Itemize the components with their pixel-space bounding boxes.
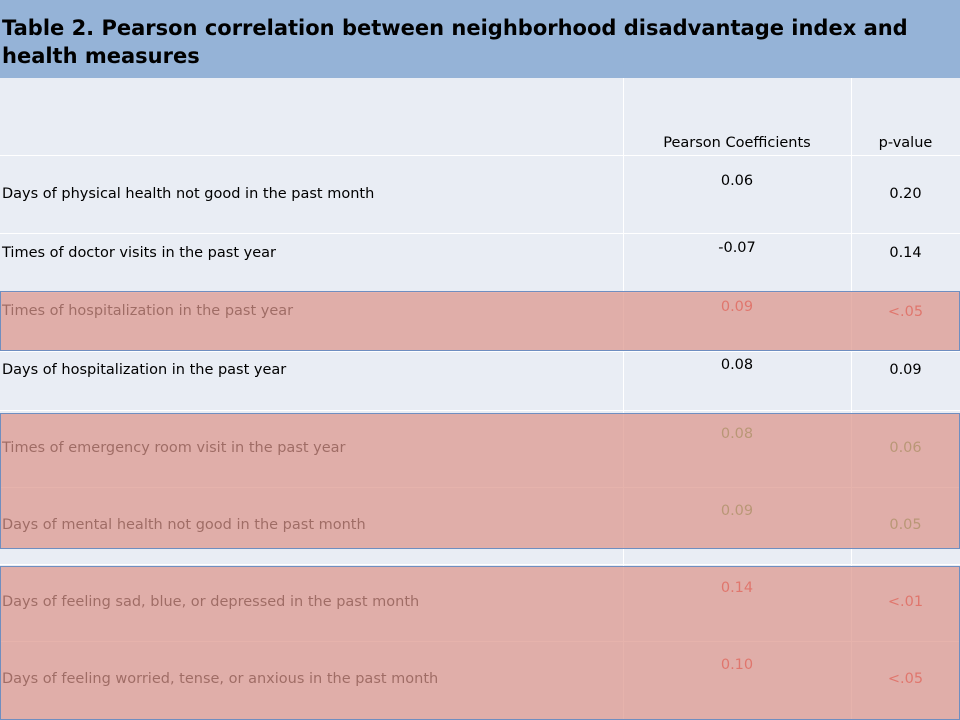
pvalue-cell: <.01 [887, 594, 924, 610]
measure-cell: Times of emergency room visit in the pas… [0, 411, 624, 487]
pvalue-cell: <.05 [887, 304, 924, 320]
table-row: Days of feeling worried, tense, or anxio… [0, 642, 960, 720]
pvalue-cell: 0.14 [889, 245, 922, 261]
coefficient-cell: 0.09 [623, 293, 852, 351]
coefficient-cell: -0.07 [623, 234, 852, 292]
measure-cell: Times of doctor visits in the past year [0, 234, 624, 292]
table-row: Times of emergency room visit in the pas… [0, 411, 960, 488]
table-row: Days of feeling sad, blue, or depressed … [0, 565, 960, 642]
measure-cell: Days of feeling worried, tense, or anxio… [0, 642, 624, 719]
table-row: Times of doctor visits in the past year … [0, 234, 960, 293]
header-cell-pearson: Pearson Coefficients [623, 78, 852, 155]
table-row: Days of mental health not good in the pa… [0, 488, 960, 565]
pvalue-cell: <.05 [887, 671, 924, 687]
pvalue-cell: 0.06 [889, 440, 922, 456]
coefficient-cell: 0.09 [623, 488, 852, 564]
measure-cell: Days of mental health not good in the pa… [0, 488, 624, 564]
table-row: Times of hospitalization in the past yea… [0, 293, 960, 352]
table-row: Days of physical health not good in the … [0, 156, 960, 234]
table-row: Days of hospitalization in the past year… [0, 352, 960, 411]
pvalue-cell: 0.09 [889, 362, 922, 378]
header-cell-measure [0, 78, 624, 155]
table-header-row: Pearson Coefficients p-value [0, 78, 960, 156]
coefficient-cell: 0.10 [623, 642, 852, 719]
coefficient-cell: 0.08 [623, 352, 852, 410]
coefficient-cell: 0.06 [623, 156, 852, 233]
measure-cell: Days of physical health not good in the … [0, 156, 624, 233]
table-title: Table 2. Pearson correlation between nei… [0, 0, 960, 78]
pvalue-cell: 0.20 [889, 186, 922, 202]
measure-cell: Times of hospitalization in the past yea… [0, 293, 624, 351]
header-cell-pvalue: p-value [878, 135, 933, 151]
pvalue-cell: 0.05 [889, 517, 922, 533]
measure-cell: Days of hospitalization in the past year [0, 352, 624, 410]
coefficient-cell: 0.14 [623, 565, 852, 641]
coefficient-cell: 0.08 [623, 411, 852, 487]
measure-cell: Days of feeling sad, blue, or depressed … [0, 565, 624, 641]
